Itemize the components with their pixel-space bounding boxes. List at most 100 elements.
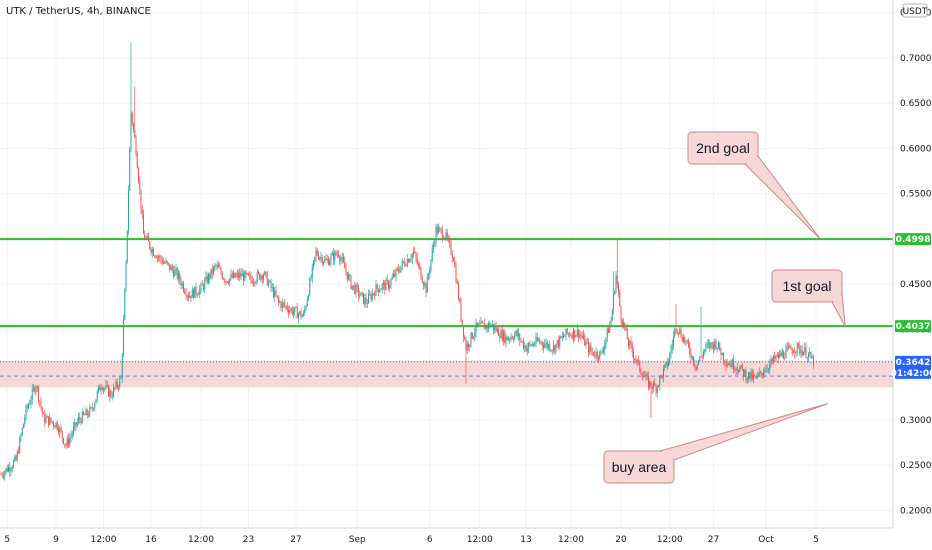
candle-body — [641, 373, 643, 378]
candle-body — [529, 343, 531, 345]
candle-body — [96, 391, 98, 400]
candle-body — [720, 350, 722, 356]
candle-body — [345, 268, 347, 272]
candle-body — [16, 451, 18, 461]
candle-body — [94, 403, 96, 409]
candle-body — [285, 306, 287, 307]
candle-body — [468, 343, 469, 347]
candle-body — [591, 351, 593, 353]
currency-badge[interactable] — [902, 3, 928, 18]
candle-body — [628, 339, 629, 346]
candle-body — [806, 357, 808, 359]
candle-body — [111, 396, 113, 398]
callout-1st-goal[interactable]: 1st goal — [771, 269, 846, 327]
candle-body — [310, 278, 312, 280]
candle-body — [70, 435, 72, 438]
candle-body — [615, 275, 617, 292]
price-axis[interactable]: 0.75000.70000.65000.60000.55000.50000.45… — [891, 0, 932, 550]
candle-body — [391, 277, 393, 280]
annotations[interactable]: 2nd goal 1st goal buy area — [603, 131, 846, 484]
candle-body — [204, 280, 206, 289]
candle-body — [804, 347, 806, 353]
candle-body — [695, 366, 697, 370]
candle-body — [76, 421, 78, 426]
candle-body — [305, 306, 307, 310]
candle-body — [183, 283, 184, 291]
candle-body — [688, 340, 689, 347]
candle-body — [699, 356, 701, 362]
candle-body — [620, 305, 622, 321]
candle-body — [653, 382, 654, 389]
candle-body — [809, 351, 811, 355]
candle-body — [363, 293, 364, 304]
candle-body — [460, 301, 462, 320]
candle-body — [75, 422, 77, 426]
candle-body — [199, 288, 201, 295]
price-tick-label: 0.6500 — [900, 99, 932, 109]
candle-body — [514, 334, 516, 340]
candle-body — [138, 168, 139, 182]
candle-body — [500, 330, 502, 338]
candle-body — [250, 275, 252, 281]
candle-body — [484, 323, 486, 330]
callout-text: 1st goal — [782, 278, 831, 294]
candle-body — [698, 361, 699, 364]
candle-body — [618, 284, 619, 293]
candle-body — [99, 386, 101, 391]
candle-body — [245, 271, 247, 275]
candle-body — [625, 328, 627, 330]
candle-body — [386, 279, 388, 281]
candle-body — [635, 359, 637, 362]
candle-body — [330, 255, 332, 262]
time-tick-label: Sep — [349, 535, 366, 545]
candle-body — [139, 181, 141, 190]
candle-body — [343, 257, 344, 262]
callout-2nd-goal[interactable]: 2nd goal — [687, 131, 821, 240]
candle-body — [393, 274, 394, 278]
callout-box-cover — [605, 452, 673, 482]
candle-body — [715, 341, 717, 349]
level-price-tag-label: 0.4998 — [896, 235, 931, 245]
candle-body — [496, 328, 498, 331]
candle-body — [64, 443, 66, 445]
candle-body — [761, 373, 763, 376]
candle-body — [696, 363, 698, 370]
candle-body — [431, 248, 433, 260]
candle-body — [643, 375, 644, 378]
candle-body — [786, 346, 788, 349]
candle-body — [608, 328, 609, 333]
time-axis-ticks: 5 9 12:00 16 12:00 23 27 Sep 6 12:00 13 12:00 20 12:0… — [4, 535, 818, 545]
candle-body — [449, 239, 451, 243]
candle-body — [570, 335, 572, 337]
candle-body — [365, 297, 367, 304]
candle-body — [15, 456, 17, 461]
candle-body — [128, 190, 129, 231]
candle-body — [35, 386, 37, 393]
candle-body — [606, 328, 608, 338]
candle-body — [774, 355, 776, 360]
candle-body — [778, 354, 779, 359]
time-tick-label: 13 — [520, 535, 531, 545]
candle-body — [298, 313, 299, 319]
candle-body — [555, 343, 557, 352]
candle-body — [29, 403, 31, 405]
candle-body — [810, 351, 812, 359]
candle-body — [308, 295, 309, 300]
callout-buy-area[interactable]: buy area — [603, 403, 828, 484]
candle-body — [374, 293, 376, 296]
candle-body — [46, 416, 48, 418]
candle-body — [98, 386, 99, 392]
candle-body — [604, 343, 606, 351]
candle-body — [509, 338, 511, 340]
chart-plot-area[interactable]: 2nd goal 1st goal buy area — [0, 0, 893, 528]
candle-body — [490, 325, 492, 328]
time-axis[interactable]: 5 9 12:00 16 12:00 23 27 Sep 6 12:00 13 12:00 20 12:0… — [0, 527, 893, 550]
candle-body — [521, 340, 523, 342]
candle-body — [611, 309, 613, 321]
candle-body — [88, 414, 89, 416]
candle-body — [524, 345, 526, 348]
candle-body — [320, 256, 322, 258]
candle-body — [244, 271, 246, 281]
candle-body — [259, 273, 261, 280]
